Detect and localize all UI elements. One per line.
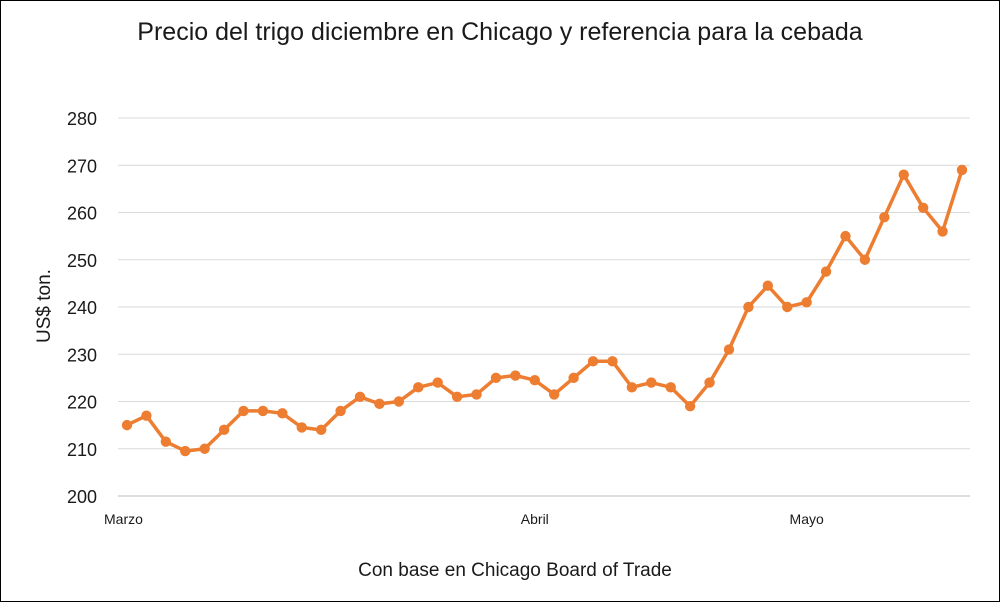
- gridlines: [118, 117, 970, 497]
- x-axis-caption: Con base en Chicago Board of Trade: [358, 560, 672, 581]
- data-point: [782, 301, 793, 313]
- data-series: [121, 164, 968, 457]
- data-point: [859, 254, 871, 265]
- data-point: [840, 230, 851, 242]
- data-point: [626, 382, 638, 393]
- data-point: [762, 280, 774, 291]
- x-axis-labels: Marzo Abril Mayo: [104, 511, 824, 527]
- y-axis-label: US$ ton.: [34, 269, 55, 343]
- y-tick-label: 270: [67, 156, 97, 176]
- data-point: [529, 375, 540, 386]
- data-point: [451, 391, 463, 402]
- data-point: [704, 377, 715, 388]
- data-point: [315, 424, 327, 436]
- y-tick-label: 240: [67, 298, 97, 318]
- data-point: [471, 389, 482, 400]
- data-point: [549, 389, 560, 400]
- data-point: [684, 401, 696, 412]
- data-point: [413, 382, 424, 393]
- data-point: [917, 202, 929, 213]
- data-point: [879, 212, 890, 223]
- data-point: [354, 391, 366, 402]
- data-point: [743, 301, 754, 313]
- data-point: [937, 226, 948, 237]
- y-tick-label: 250: [67, 251, 97, 271]
- y-axis-ticks: 200 210 220 230 240 250 260 270 280: [67, 109, 97, 507]
- data-point: [665, 382, 676, 393]
- data-point: [180, 445, 191, 457]
- data-point: [218, 424, 230, 436]
- data-point: [160, 436, 172, 447]
- data-point: [374, 398, 385, 410]
- x-tick-label: Marzo: [104, 511, 143, 527]
- data-point: [393, 396, 405, 407]
- y-tick-label: 220: [67, 393, 97, 413]
- y-tick-label: 210: [67, 440, 97, 460]
- data-point: [199, 443, 210, 454]
- data-point: [296, 422, 307, 433]
- data-point: [141, 410, 152, 421]
- data-point: [723, 344, 735, 355]
- data-point: [510, 370, 521, 381]
- y-tick-label: 230: [67, 345, 97, 365]
- data-point: [490, 372, 502, 384]
- data-point: [956, 164, 968, 176]
- data-point: [646, 377, 657, 388]
- x-tick-label: Abril: [521, 511, 549, 527]
- x-tick-label: Mayo: [790, 511, 824, 527]
- data-point: [121, 419, 133, 431]
- data-point: [277, 408, 288, 419]
- data-point: [607, 356, 618, 367]
- chart-title: Precio del trigo diciembre en Chicago y …: [137, 18, 863, 46]
- data-point: [432, 377, 443, 388]
- y-tick-label: 280: [67, 109, 97, 129]
- data-point: [801, 297, 812, 308]
- data-point: [820, 266, 832, 277]
- data-point: [335, 405, 346, 417]
- y-tick-label: 260: [67, 204, 97, 224]
- data-point: [238, 405, 249, 417]
- data-point: [898, 169, 909, 180]
- data-point: [568, 372, 579, 384]
- y-tick-label: 200: [67, 487, 97, 507]
- data-point: [587, 356, 599, 367]
- data-point: [257, 405, 269, 417]
